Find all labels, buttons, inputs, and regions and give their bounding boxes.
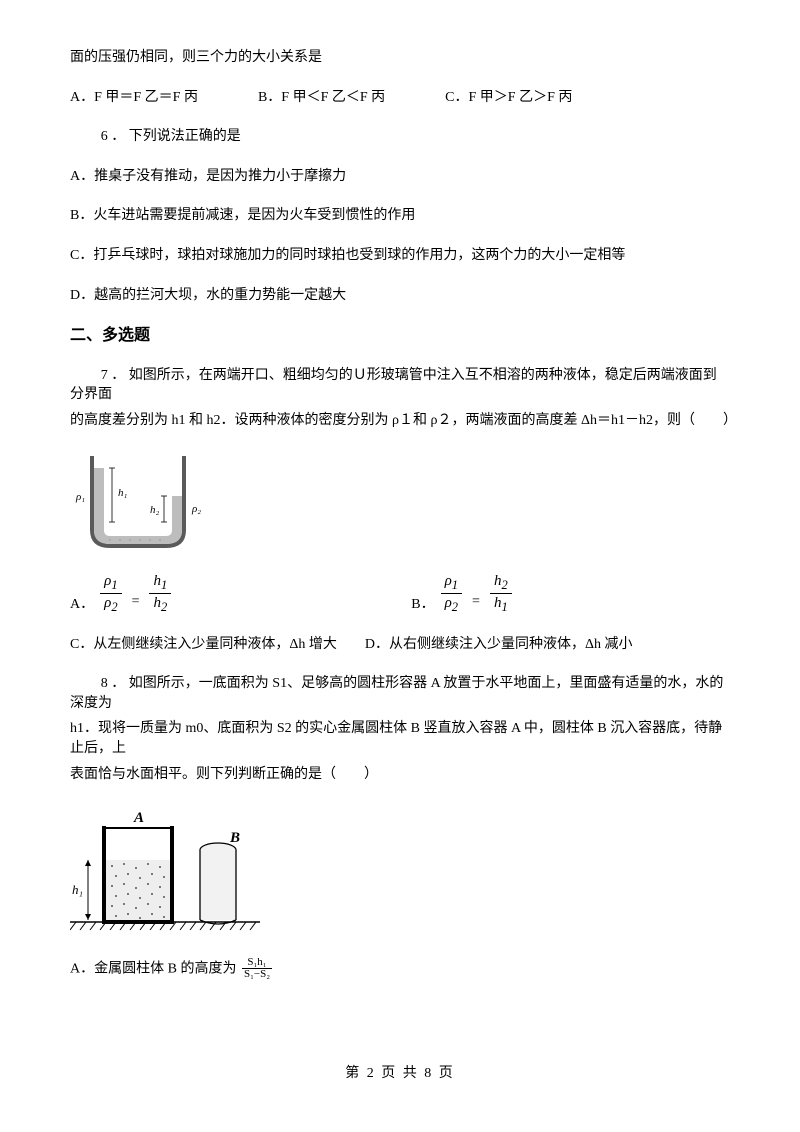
q8-a: A．金属圆柱体 B 的高度为 S₁h₁ S₁−S₂ [70, 957, 730, 981]
q6-a: A．推桌子没有推动，是因为推力小于摩擦力 [70, 167, 730, 187]
q8-figure: h₁ A B [70, 804, 730, 941]
q7-a: A． ρ1 ρ2 = h1 h2 [70, 573, 171, 615]
section-2-title: 二、多选题 [70, 325, 730, 347]
q7-figure: ρ₁ h₁ h₂ ρ₂ [70, 450, 730, 557]
q7-rho2-label: ρ₂ [191, 503, 201, 515]
q8-a-text: A．金属圆柱体 B 的高度为 [70, 961, 236, 976]
q8-stem-3: 表面恰与水面相平。则下列判断正确的是（ ） [70, 765, 730, 785]
q7-cd: C．从左侧继续注入少量同种液体，Δh 增大 D．从右侧继续注入少量同种液体，Δh… [70, 635, 730, 655]
q8-a-label: A [133, 810, 144, 826]
q7-h2-label: h₂ [150, 504, 160, 516]
q7-stem-1: 7 ． 如图所示，在两端开口、粗细均匀的Ｕ形玻璃管中注入互不相溶的两种液体，稳定… [70, 366, 730, 405]
q6-c: C．打乒乓球时，球拍对球施加力的同时球拍也受到球的作用力，这两个力的大小一定相等 [70, 246, 730, 266]
q7-a-prefix: A． [70, 595, 94, 615]
q5-b: B．F 甲＜F 乙＜F 丙 [258, 88, 385, 108]
q8-b-label: B [229, 830, 240, 846]
q8-stem-1: 8 ． 如图所示，一底面积为 S1、足够高的圆柱形容器 A 放置于水平地面上，里… [70, 674, 730, 713]
q7-rho1-label: ρ₁ [75, 491, 85, 503]
q8-h1-label: h₁ [72, 882, 83, 897]
q8-stem-2: h1．现将一质量为 m0、底面积为 S2 的实心金属圆柱体 B 竖直放入容器 A… [70, 719, 730, 758]
q7-b-prefix: B． [411, 595, 434, 615]
q7-b: B． ρ1 ρ2 = h2 h1 [411, 573, 511, 615]
q7-stem-2: 的高度差分别为 h1 和 h2．设两种液体的密度分别为 ρ１和 ρ２，两端液面的… [70, 411, 730, 431]
q5-options: A．F 甲＝F 乙＝F 丙 B．F 甲＜F 乙＜F 丙 C．F 甲＞F 乙＞F … [70, 88, 730, 108]
q8-a-frac: S₁h₁ S₁−S₂ [242, 957, 272, 981]
page-footer: 第 2 页 共 8 页 [0, 1062, 800, 1082]
q7-h1-label: h₁ [118, 487, 128, 499]
q5-a: A．F 甲＝F 乙＝F 丙 [70, 88, 198, 108]
q5-stem: 面的压强仍相同，则三个力的大小关系是 [70, 48, 730, 68]
q6-stem: 6 ． 下列说法正确的是 [70, 127, 730, 147]
q5-c: C．F 甲＞F 乙＞F 丙 [445, 88, 572, 108]
q6-b: B．火车进站需要提前减速，是因为火车受到惯性的作用 [70, 206, 730, 226]
q6-d: D．越高的拦河大坝，水的重力势能一定越大 [70, 286, 730, 306]
